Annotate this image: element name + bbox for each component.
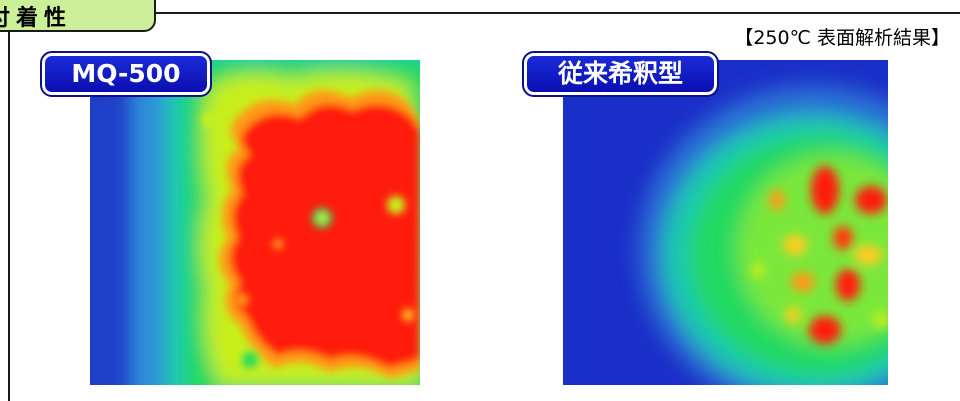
sample-badge-conventional: 従来希釈型	[522, 51, 719, 97]
header-divider	[156, 12, 960, 14]
heatmap-left-image	[90, 60, 420, 385]
left-divider	[8, 32, 10, 401]
section-title: 付着性	[0, 6, 73, 31]
heatmap-right-image	[563, 60, 888, 385]
analysis-caption: 【250℃ 表面解析結果】	[734, 27, 950, 49]
section-header-tab: 付着性	[0, 0, 156, 32]
sample-badge-mq500: MQ-500	[40, 51, 212, 97]
